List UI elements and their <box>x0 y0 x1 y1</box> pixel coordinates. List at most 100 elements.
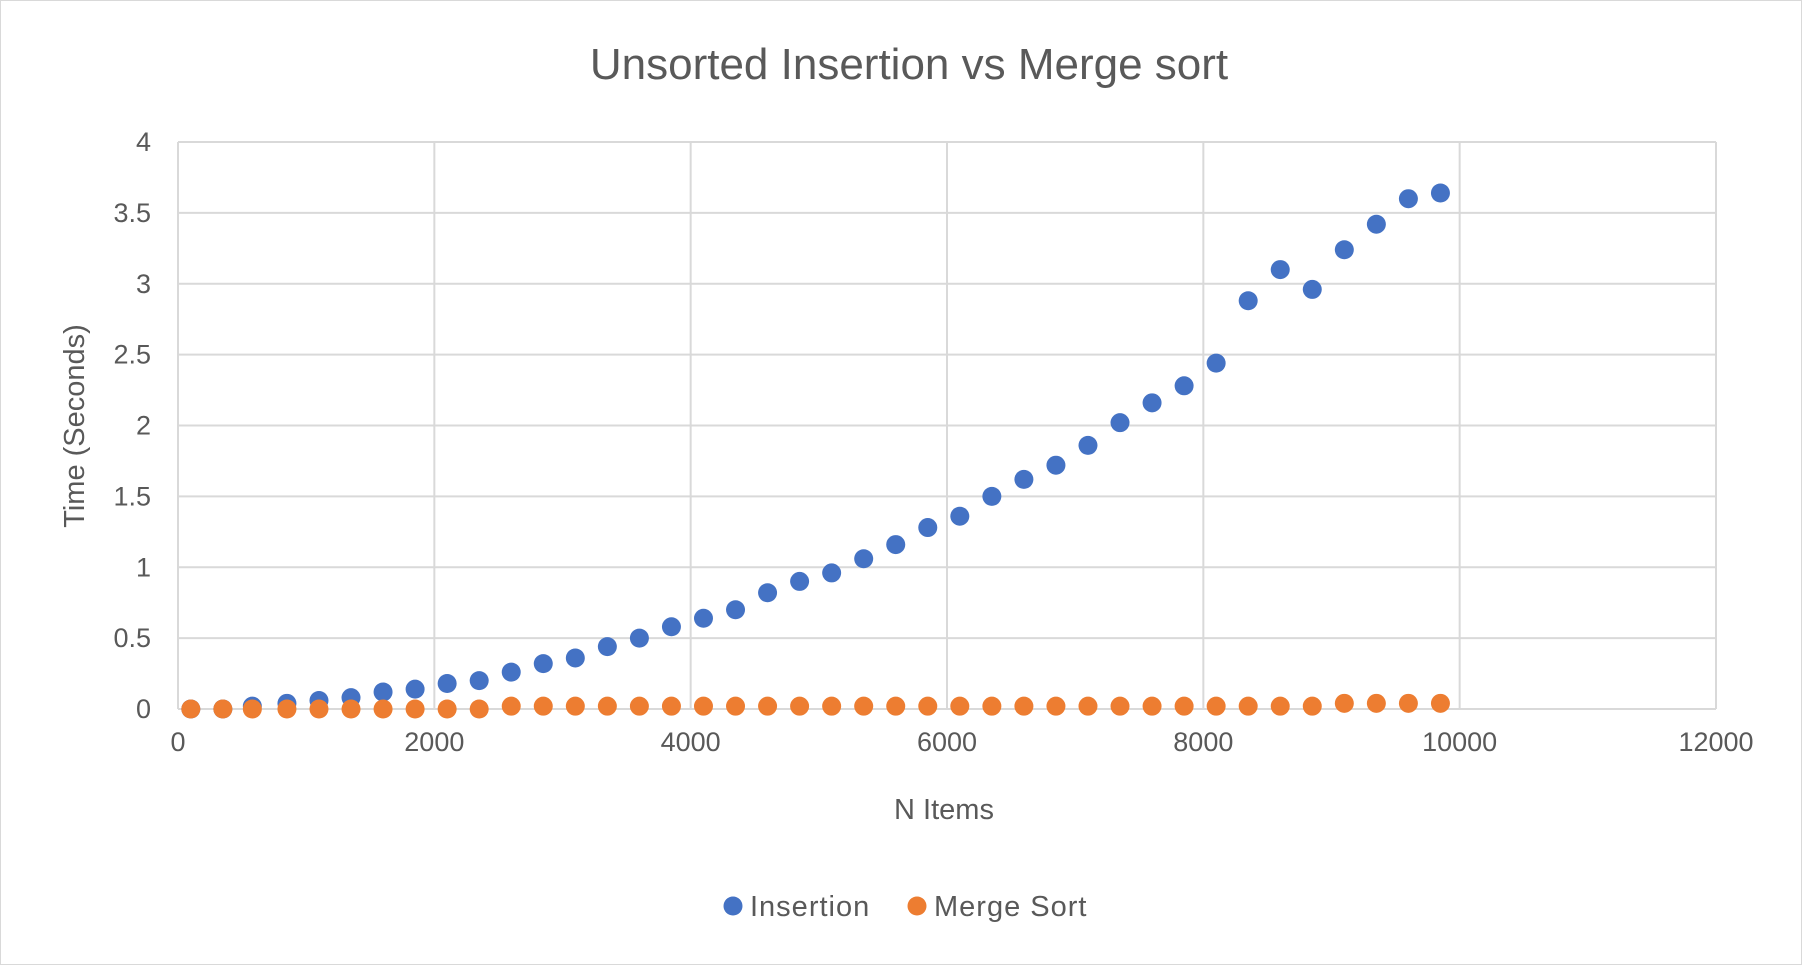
insertion-point <box>565 648 585 668</box>
merge-sort-point <box>1174 696 1194 716</box>
y-tick-label: 4 <box>136 127 151 157</box>
merge-sort-point <box>373 699 393 719</box>
x-tick-label: 0 <box>170 727 185 757</box>
merge-sort-point <box>693 696 713 716</box>
merge-sort-point <box>629 696 649 716</box>
gridlines <box>177 141 1717 710</box>
insertion-point <box>693 608 713 628</box>
x-axis-label: N Items <box>894 794 994 826</box>
merge-sort-point <box>918 696 938 716</box>
merge-sort-point <box>565 696 585 716</box>
x-tick-label: 8000 <box>1173 727 1233 757</box>
x-tick-label: 10000 <box>1422 727 1497 757</box>
y-tick-label: 1 <box>136 552 151 582</box>
merge-sort-point <box>661 696 681 716</box>
merge-sort-point <box>1270 696 1290 716</box>
merge-sort-point <box>886 696 906 716</box>
merge-sort-point <box>790 696 810 716</box>
insertion-point <box>629 628 649 648</box>
x-axis-ticks: 0 2000 4000 6000 8000 10000 12000 <box>170 727 1753 757</box>
insertion-point <box>1270 260 1290 280</box>
legend-marker <box>907 896 927 916</box>
merge-sort-point <box>1014 696 1034 716</box>
merge-sort-point <box>469 699 489 719</box>
merge-sort-point <box>854 696 874 716</box>
x-tick-label: 12000 <box>1678 727 1753 757</box>
insertion-point <box>1366 214 1386 234</box>
insertion-point <box>405 679 425 699</box>
insertion-point <box>886 535 906 555</box>
insertion-point <box>790 571 810 591</box>
y-tick-label: 2 <box>136 411 151 441</box>
merge-sort-point <box>1142 696 1162 716</box>
merge-sort-point <box>1430 693 1450 713</box>
insertion-point <box>1110 413 1130 433</box>
merge-sort-point <box>277 699 297 719</box>
y-axis-ticks: 0 0.5 1 1.5 2 2.5 3 3.5 4 <box>113 127 151 724</box>
merge-sort-point <box>181 699 201 719</box>
insertion-point <box>373 682 393 702</box>
merge-sort-point <box>950 696 970 716</box>
merge-sort-point <box>341 699 361 719</box>
insertion-point <box>1398 189 1418 209</box>
legend: Insertion Merge Sort <box>723 891 1088 923</box>
merge-sort-point <box>437 699 457 719</box>
y-tick-label: 3.5 <box>113 198 151 228</box>
merge-sort-point <box>1110 696 1130 716</box>
chart-title: Unsorted Insertion vs Merge sort <box>590 40 1228 89</box>
merge-sort-point <box>982 696 1002 716</box>
merge-sort-point <box>533 696 553 716</box>
x-tick-label: 6000 <box>917 727 977 757</box>
insertion-point <box>1206 353 1226 373</box>
insertion-point <box>533 654 553 674</box>
y-tick-label: 3 <box>136 269 151 299</box>
merge-sort-point <box>1334 693 1354 713</box>
y-tick-label: 0 <box>136 694 151 724</box>
legend-item-insertion[interactable]: Insertion <box>723 891 871 923</box>
insertion-point <box>1238 291 1258 311</box>
insertion-point <box>1142 393 1162 413</box>
insertion-point <box>950 506 970 526</box>
merge-sort-point <box>1302 696 1322 716</box>
x-tick-label: 2000 <box>404 727 464 757</box>
merge-sort-point <box>501 696 521 716</box>
insertion-point <box>1078 435 1098 455</box>
y-axis-label: Time (Seconds) <box>59 324 91 528</box>
merge-sort-point <box>242 699 262 719</box>
insertion-point <box>1302 279 1322 299</box>
merge-sort-point <box>213 699 233 719</box>
y-tick-label: 1.5 <box>113 481 151 511</box>
insertion-point <box>501 662 521 682</box>
insertion-point <box>1334 240 1354 260</box>
merge-sort-point <box>1238 696 1258 716</box>
merge-sort-point <box>405 699 425 719</box>
merge-sort-point <box>309 699 329 719</box>
insertion-point <box>854 549 874 569</box>
merge-sort-point <box>822 696 842 716</box>
y-tick-label: 0.5 <box>113 623 151 653</box>
insertion-point <box>726 600 746 620</box>
merge-sort-point <box>1206 696 1226 716</box>
insertion-point <box>982 486 1002 506</box>
data-series <box>181 183 1450 719</box>
legend-label: Insertion <box>750 891 870 923</box>
legend-item-merge-sort[interactable]: Merge Sort <box>907 891 1088 923</box>
legend-marker <box>723 896 743 916</box>
insertion-point <box>822 563 842 583</box>
insertion-point <box>918 518 938 538</box>
insertion-point <box>597 637 617 657</box>
insertion-point <box>661 617 681 637</box>
insertion-point <box>469 671 489 691</box>
insertion-point <box>758 583 778 603</box>
insertion-point <box>1430 183 1450 203</box>
merge-sort-point <box>1398 693 1418 713</box>
insertion-point <box>1046 455 1066 475</box>
insertion-point <box>1014 469 1034 489</box>
merge-sort-point <box>726 696 746 716</box>
merge-sort-point <box>758 696 778 716</box>
x-tick-label: 4000 <box>661 727 721 757</box>
insertion-point <box>437 673 457 693</box>
merge-sort-point <box>1366 693 1386 713</box>
merge-sort-point <box>1046 696 1066 716</box>
